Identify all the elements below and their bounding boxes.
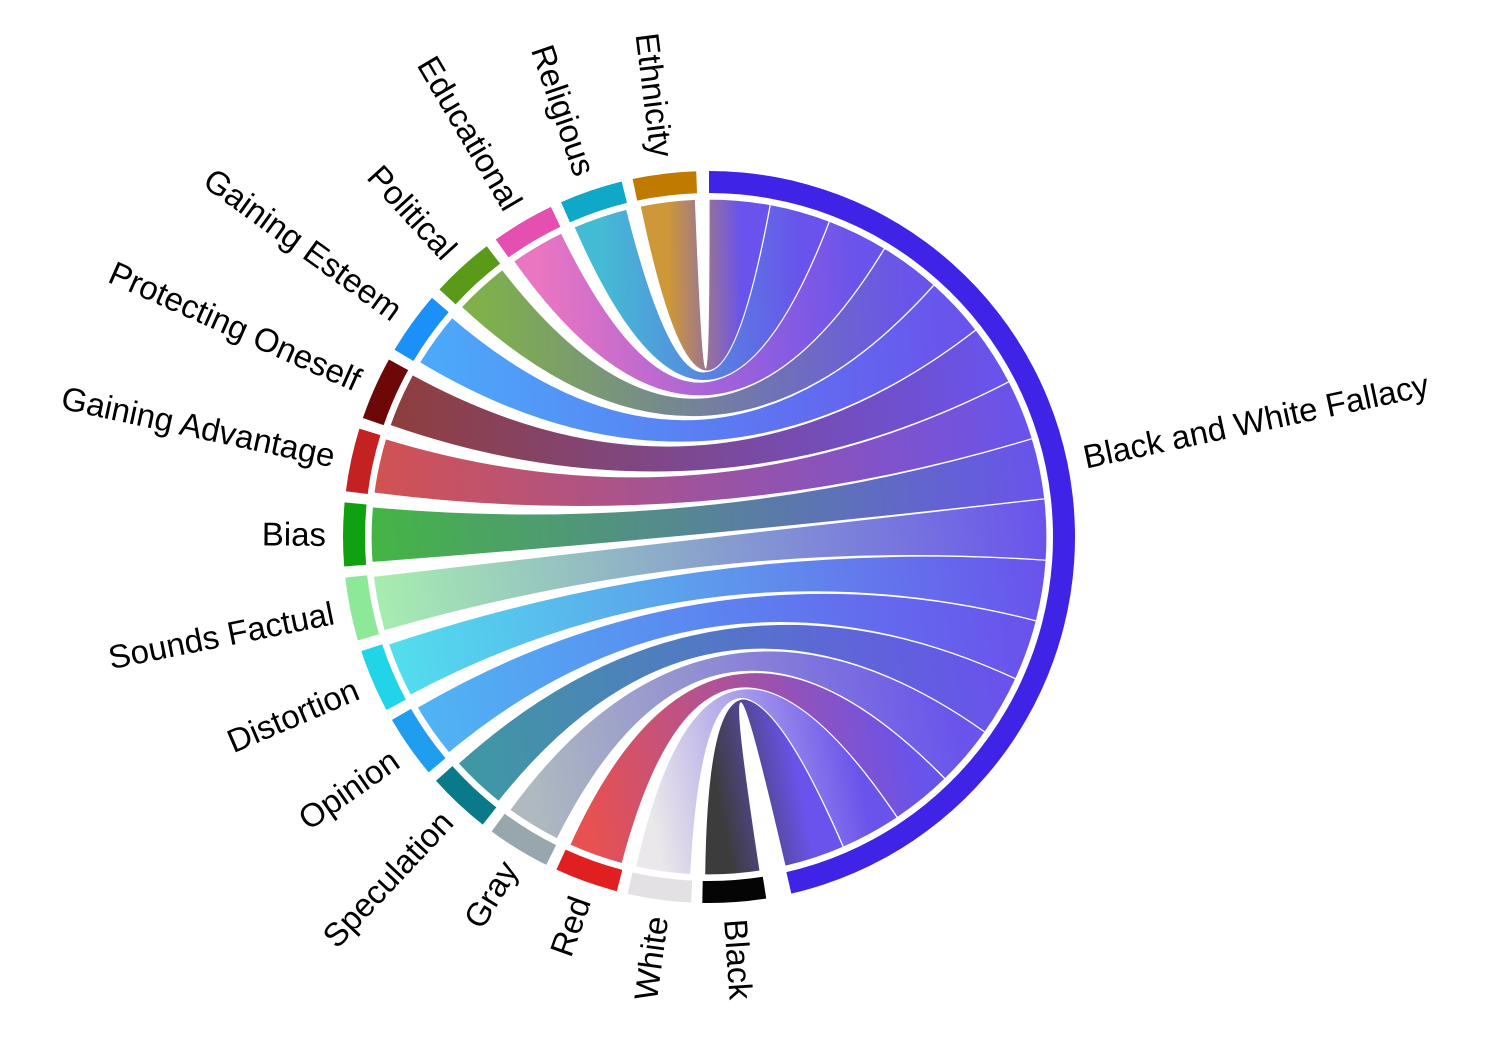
arc-political xyxy=(439,246,501,305)
label-bias: Bias xyxy=(262,515,326,552)
label-red: Red xyxy=(543,892,598,961)
label-gray: Gray xyxy=(456,854,525,935)
label-ethnicity: Ethnicity xyxy=(629,31,681,160)
label-distortion: Distortion xyxy=(222,671,365,760)
ribbon-ethnicity xyxy=(639,198,771,372)
label-black-and-white-fallacy: Black and White Fallacy xyxy=(1080,366,1433,476)
label-speculation: Speculation xyxy=(315,803,460,954)
arc-sounds-factual xyxy=(345,575,380,641)
arc-red xyxy=(556,849,623,892)
label-gaining-advantage: Gaining Advantage xyxy=(58,379,338,474)
arc-ethnicity xyxy=(632,171,697,201)
ribbons-layer xyxy=(370,198,1048,876)
arc-speculation xyxy=(436,766,497,825)
arc-white xyxy=(627,872,693,903)
arc-opinion xyxy=(391,708,446,773)
arc-gaining-advantage xyxy=(345,428,381,495)
label-sounds-factual: Sounds Factual xyxy=(105,595,337,677)
arc-gray xyxy=(491,813,557,865)
arc-gaining-esteem xyxy=(394,297,449,362)
arcs-layer xyxy=(343,171,1075,903)
label-political: Political xyxy=(360,158,464,267)
label-white: White xyxy=(627,914,675,1003)
label-educational: Educational xyxy=(410,50,530,217)
label-black: Black xyxy=(717,918,760,1002)
arc-black xyxy=(702,876,767,903)
arc-distortion xyxy=(361,644,406,711)
arc-religious xyxy=(561,181,627,223)
arc-protecting-oneself xyxy=(362,359,409,426)
label-opinion: Opinion xyxy=(291,741,405,837)
arc-bias xyxy=(343,502,367,567)
label-religious: Religious xyxy=(524,40,603,180)
arc-educational xyxy=(495,206,561,258)
